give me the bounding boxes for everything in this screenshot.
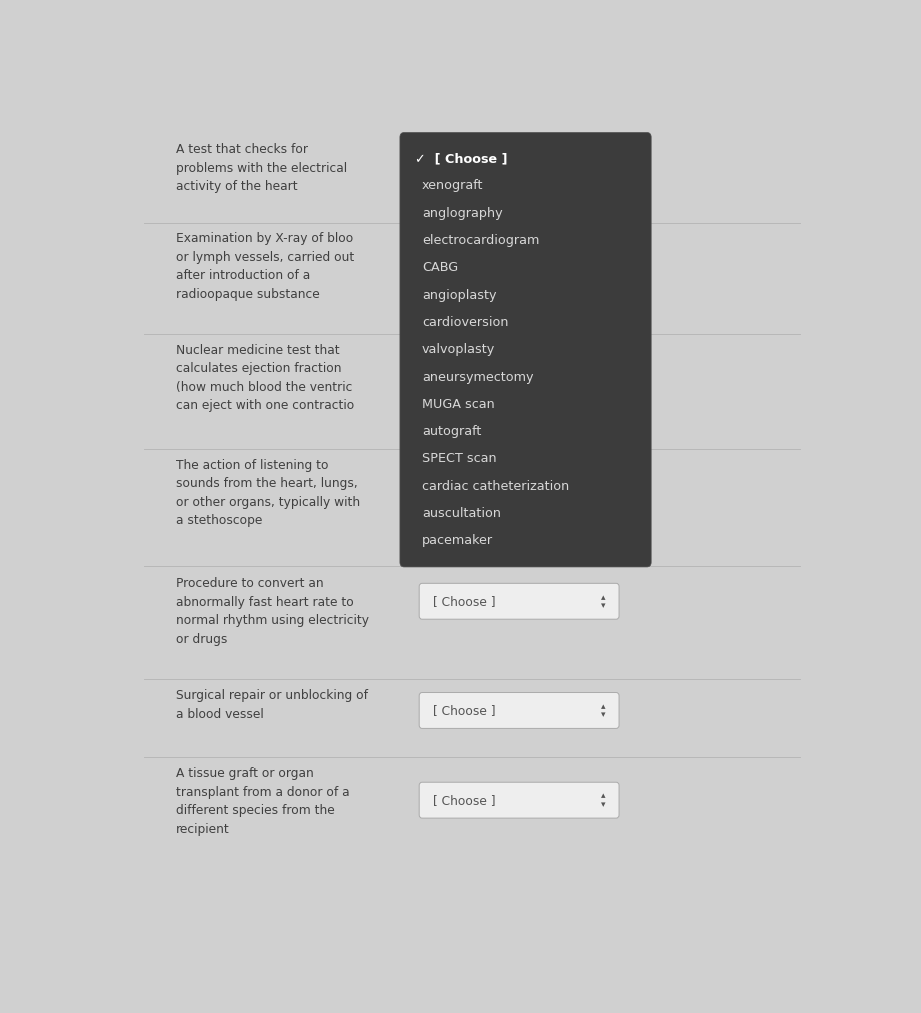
Text: cardiac catheterization: cardiac catheterization <box>422 480 569 492</box>
Text: ✓  [ Choose ]: ✓ [ Choose ] <box>414 152 507 165</box>
Text: auscultation: auscultation <box>422 508 501 520</box>
FancyBboxPatch shape <box>400 133 651 567</box>
FancyBboxPatch shape <box>419 782 619 819</box>
Text: [ Choose ]: [ Choose ] <box>434 704 496 717</box>
Text: Surgical repair or unblocking of
a blood vessel: Surgical repair or unblocking of a blood… <box>176 690 367 721</box>
Text: A tissue graft or organ
transplant from a donor of a
different species from the
: A tissue graft or organ transplant from … <box>176 768 349 836</box>
Text: MUGA scan: MUGA scan <box>422 398 495 411</box>
Text: ▴
▾: ▴ ▾ <box>601 593 606 610</box>
Text: valvoplasty: valvoplasty <box>422 343 495 357</box>
Text: CABG: CABG <box>422 261 458 275</box>
Text: Procedure to convert an
abnormally fast heart rate to
normal rhythm using electr: Procedure to convert an abnormally fast … <box>176 577 368 645</box>
Text: aneursymectomy: aneursymectomy <box>422 371 533 384</box>
Text: Examination by X-ray of bloo
or lymph vessels, carried out
after introduction of: Examination by X-ray of bloo or lymph ve… <box>176 232 354 301</box>
Text: ▴
▾: ▴ ▾ <box>601 702 606 719</box>
Text: The action of listening to
sounds from the heart, lungs,
or other organs, typica: The action of listening to sounds from t… <box>176 459 360 527</box>
Text: angioplasty: angioplasty <box>422 289 496 302</box>
Text: [ Choose ]: [ Choose ] <box>434 595 496 608</box>
FancyBboxPatch shape <box>419 693 619 728</box>
Text: ▴
▾: ▴ ▾ <box>601 791 606 808</box>
Text: cardioversion: cardioversion <box>422 316 508 329</box>
Text: Nuclear medicine test that
calculates ejection fraction
(how much blood the vent: Nuclear medicine test that calculates ej… <box>176 343 354 412</box>
Text: autograft: autograft <box>422 425 482 438</box>
Text: [ Choose ]: [ Choose ] <box>434 793 496 806</box>
Text: A test that checks for
problems with the electrical
activity of the heart: A test that checks for problems with the… <box>176 144 347 193</box>
Text: electrocardiogram: electrocardiogram <box>422 234 540 247</box>
Text: pacemaker: pacemaker <box>422 534 493 547</box>
Text: anglography: anglography <box>422 207 503 220</box>
FancyBboxPatch shape <box>419 583 619 619</box>
Text: xenograft: xenograft <box>422 179 484 192</box>
Text: SPECT scan: SPECT scan <box>422 453 496 465</box>
